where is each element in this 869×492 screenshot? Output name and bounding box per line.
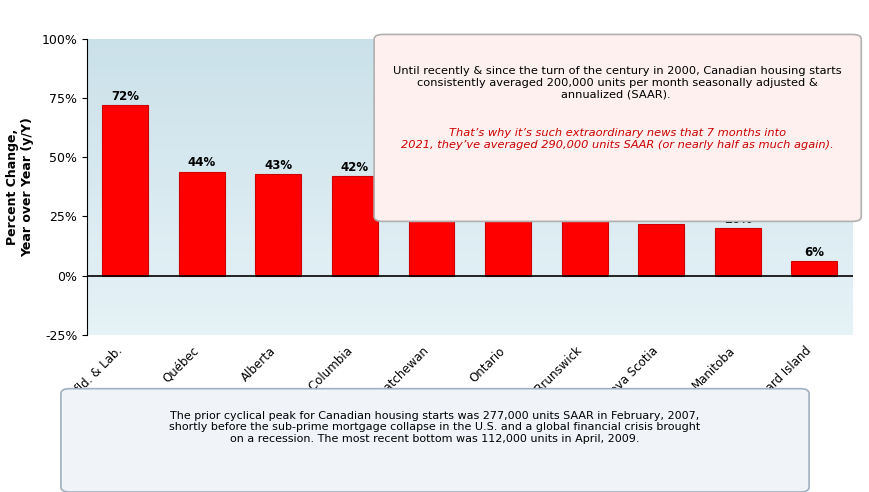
- Y-axis label: Percent Change,
Year over Year (y/Y): Percent Change, Year over Year (y/Y): [6, 117, 35, 257]
- Text: 6%: 6%: [804, 246, 823, 259]
- Text: 44%: 44%: [188, 156, 216, 169]
- Bar: [332, 176, 377, 276]
- Text: Until recently & since the turn of the century in 2000, Canadian housing starts
: Until recently & since the turn of the c…: [393, 66, 841, 99]
- Text: 43%: 43%: [264, 158, 292, 172]
- Bar: [561, 219, 607, 276]
- Text: That’s why it’s such extraordinary news that 7 months into
2021, they’ve average: That’s why it’s such extraordinary news …: [401, 128, 833, 150]
- Text: 22%: 22%: [647, 208, 674, 221]
- Text: 72%: 72%: [111, 90, 139, 103]
- Text: 26%: 26%: [494, 199, 521, 212]
- Bar: [408, 195, 454, 276]
- Bar: [179, 172, 224, 276]
- Text: The prior cyclical peak for Canadian housing starts was 277,000 units SAAR in Fe: The prior cyclical peak for Canadian hou…: [169, 411, 700, 444]
- Text: 24%: 24%: [570, 204, 598, 216]
- Text: 34%: 34%: [417, 180, 445, 193]
- Bar: [485, 214, 530, 276]
- Bar: [638, 223, 683, 276]
- X-axis label: Provinces: Provinces: [431, 452, 507, 465]
- Bar: [714, 228, 760, 276]
- Text: 42%: 42%: [341, 161, 368, 174]
- Bar: [255, 174, 301, 276]
- Text: 20%: 20%: [723, 213, 751, 226]
- Bar: [791, 261, 836, 276]
- Bar: [103, 105, 148, 276]
